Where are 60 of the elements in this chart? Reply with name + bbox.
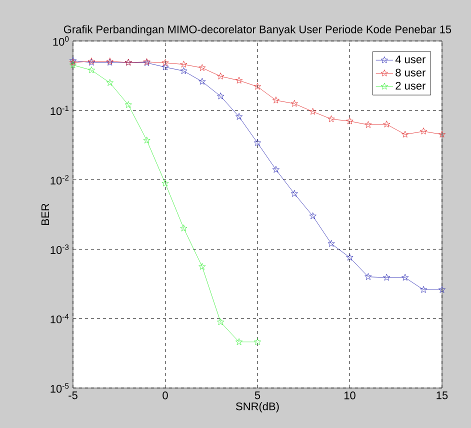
x-tick-label: -5: [68, 392, 78, 400]
point: [328, 115, 335, 122]
point: [217, 92, 224, 100]
point: [309, 212, 316, 220]
y-tick-label: 10$^{-4}$: [50, 314, 69, 324]
y-axis-title: BER: [41, 204, 50, 225]
point: [272, 96, 280, 104]
point: [328, 240, 335, 247]
point: [236, 338, 243, 346]
point: [309, 108, 316, 115]
point: [198, 78, 206, 85]
point: [254, 338, 262, 346]
y-tick-label: 10$^{-1}$: [50, 106, 69, 116]
point: [438, 130, 446, 138]
point: [198, 262, 206, 270]
y-tick-label: 10$^{0}$: [53, 36, 69, 46]
legend-label: 8 user: [396, 68, 426, 76]
point: [217, 318, 224, 326]
legend-label: 4 user: [395, 56, 426, 64]
point: [88, 66, 95, 74]
point: [180, 60, 188, 68]
point: [69, 61, 77, 68]
point: [438, 286, 446, 293]
point: [420, 286, 428, 293]
point: [254, 82, 262, 90]
point: [420, 128, 428, 134]
x-tick-label: 0: [162, 392, 168, 400]
point: [198, 64, 206, 71]
point: [162, 180, 169, 186]
point: [143, 136, 150, 144]
point: [236, 76, 243, 84]
point: [106, 79, 114, 86]
x-tick-label: 15: [436, 392, 448, 400]
point: [180, 67, 188, 74]
point: [236, 113, 243, 120]
point: [383, 120, 390, 128]
point: [217, 72, 224, 80]
x-tick-label: 5: [254, 392, 260, 400]
point: [346, 117, 354, 124]
point: [402, 274, 409, 281]
y-tick-label: 10$^{-2}$: [50, 175, 69, 185]
point: [402, 130, 409, 138]
point: [162, 59, 169, 66]
point: [124, 101, 132, 108]
point: [162, 63, 169, 70]
legend-label: 2 user: [396, 82, 426, 90]
point: [364, 273, 372, 280]
point: [364, 121, 372, 128]
point: [383, 274, 390, 281]
point: [290, 190, 298, 197]
point: [346, 254, 354, 261]
x-axis-title: SNR(dB): [236, 402, 279, 412]
point: [254, 139, 262, 146]
point: [272, 166, 280, 173]
point: [290, 100, 298, 107]
x-tick-label: 10: [344, 392, 356, 400]
y-tick-label: 10$^{-3}$: [50, 244, 69, 254]
point: [180, 224, 188, 232]
y-tick-label: 10$^{-5}$: [50, 383, 69, 393]
chart-title: Grafik Perbandingan MIMO-decorelator Banyak User Periode Kode Penebar 15: [64, 25, 452, 36]
